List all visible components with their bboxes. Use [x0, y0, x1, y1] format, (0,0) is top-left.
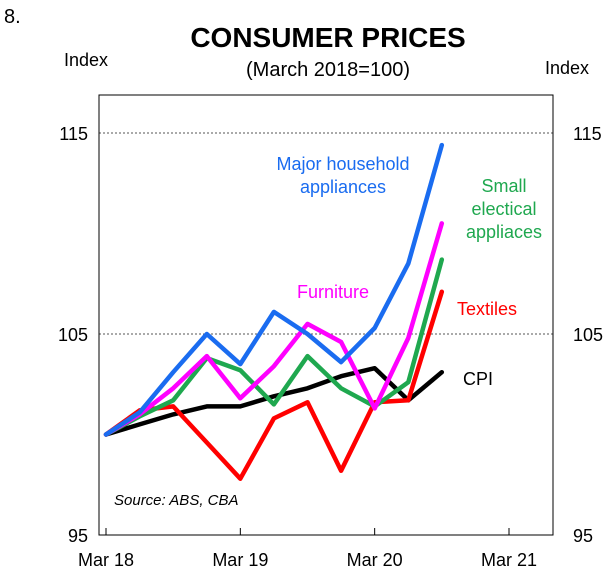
y-axis-label-left: Index: [64, 50, 108, 70]
figure-number: 8.: [4, 6, 21, 28]
axes: 95 95 105 105 115 115 Mar 18 Mar 19 Mar 20 Mar 21: [58, 124, 603, 570]
series-line-cpi: [103, 365, 445, 437]
series-label-line: Textiles: [457, 299, 517, 319]
y-tick-label-right: 95: [573, 526, 593, 546]
y-tick-label-left: 95: [68, 526, 88, 546]
series-label-line: appliances: [300, 177, 386, 197]
series-label-cpi: CPI: [463, 369, 493, 389]
x-tick-label: Mar 18: [78, 550, 134, 570]
series-label-line: appliaces: [466, 222, 542, 242]
series-label-line: electical: [471, 199, 536, 219]
x-tick-label: Mar 19: [212, 550, 268, 570]
chart-subtitle: (March 2018=100): [246, 59, 410, 81]
y-axis-label-right: Index: [545, 58, 589, 78]
series-label-line: Major household: [276, 154, 409, 174]
y-tick-label-left: 105: [58, 325, 88, 345]
chart-title: CONSUMER PRICES: [190, 22, 465, 53]
plot-area-frame: [98, 94, 554, 536]
series-label-line: Small: [481, 176, 526, 196]
series-label-small-electical-appliaces: Small electical appliaces: [466, 176, 542, 242]
series-line-major-household-appliances: [103, 142, 445, 437]
y-tick-label-right: 115: [573, 124, 602, 144]
series-label-furniture: Furniture: [297, 282, 369, 302]
chart-source: Source: ABS, CBA: [114, 492, 239, 509]
series-label-textiles: Textiles: [457, 299, 517, 319]
series-lines: [103, 142, 445, 481]
x-tick-label: Mar 21: [481, 550, 537, 570]
series-label-major-household-appliances: Major household appliances: [276, 154, 409, 197]
series-line-furniture: [103, 221, 445, 437]
y-tick-label-left: 115: [59, 124, 88, 144]
series-label-line: Furniture: [297, 282, 369, 302]
x-tick-label: Mar 20: [347, 550, 403, 570]
series-label-line: CPI: [463, 369, 493, 389]
series-labels: CPI Textiles Small electical appliaces Furnit…: [276, 154, 542, 389]
series-line-small-electical-appliaces: [103, 257, 445, 437]
y-tick-label-right: 105: [573, 325, 603, 345]
